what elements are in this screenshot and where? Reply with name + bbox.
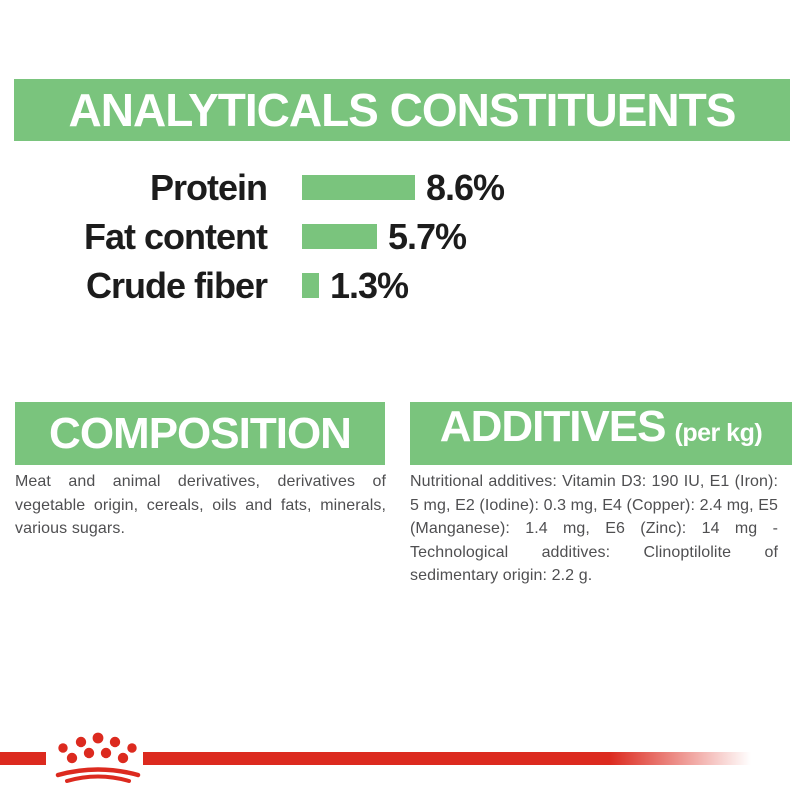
royal-canin-crown-logo [55,732,141,783]
chart-row-crude-fiber: Crude fiber 1.3% [0,261,800,310]
footer-red-line-left [0,752,46,765]
composition-body-text: Meat and animal derivatives, derivatives… [15,473,386,537]
additives-title-suffix: (per kg) [674,419,763,447]
composition-banner: COMPOSITION [15,402,385,465]
chart-bar-fat-content [302,224,377,249]
analytical-constituents-chart: Protein 8.6% Fat content 5.7% Crude fibe… [0,163,800,310]
chart-value-fat-content: 5.7% [388,215,467,257]
chart-label-fat-content: Fat content [84,215,268,257]
analytical-constituents-title: ANALYTICALS CONSTITUENTS [68,84,737,136]
chart-value-protein: 8.6% [426,166,505,208]
chart-row-protein: Protein 8.6% [0,163,800,212]
additives-body-text: Nutritional additives: Vitamin D3: 190 I… [410,473,778,584]
analytical-constituents-banner: ANALYTICALS CONSTITUENTS [14,79,790,141]
chart-bar-protein [302,175,415,200]
chart-value-crude-fiber: 1.3% [330,264,409,306]
additives-title: ADDITIVES [439,402,667,451]
chart-label-crude-fiber: Crude fiber [85,264,268,306]
chart-row-fat-content: Fat content 5.7% [0,212,800,261]
footer-red-line-right [143,752,757,765]
composition-title: COMPOSITION [49,408,352,458]
chart-bar-crude-fiber [302,273,319,298]
additives-title-group: ADDITIVES (per kg) [439,402,763,452]
chart-label-protein: Protein [149,166,268,208]
additives-banner: ADDITIVES (per kg) [410,402,792,465]
